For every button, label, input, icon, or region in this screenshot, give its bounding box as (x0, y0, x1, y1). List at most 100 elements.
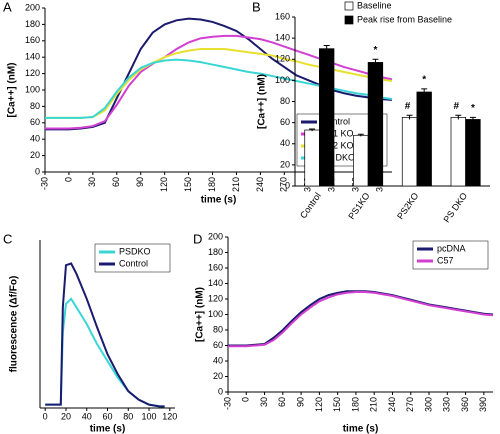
x-tick-label: 180 (207, 177, 217, 192)
legend-box (94, 243, 171, 273)
bar (319, 48, 335, 187)
y-tick-label: 0 (218, 386, 223, 396)
x-tick-label: 150 (332, 397, 342, 412)
x-tick-label: 100 (142, 411, 157, 421)
x-tick-label: 60 (277, 397, 287, 407)
y-tick-label: 80 (213, 324, 223, 334)
x-tick-label: 30 (259, 397, 269, 407)
legend-box (412, 240, 489, 270)
x-tick-label: 0 (63, 177, 73, 182)
x-tick-label: 120 (159, 177, 169, 192)
x-tick-label: 20 (61, 411, 71, 421)
bar (465, 119, 481, 187)
annotation: # (454, 101, 460, 112)
y-tick-label: 200 (208, 231, 223, 241)
legend-label: Control (119, 258, 148, 268)
bar (401, 116, 418, 187)
x-tick-label: 120 (162, 411, 177, 421)
y-axis-label: [Ca++] (nM) (195, 287, 206, 342)
y-tick-label: 20 (30, 150, 40, 160)
x-tick-label: PS2KO (395, 191, 420, 221)
y-tick-label: 160 (208, 262, 223, 272)
x-tick-label: 90 (295, 397, 305, 407)
x-tick-label: 180 (350, 397, 360, 412)
y-tick-label: 40 (280, 138, 290, 148)
x-tick-label: 270 (279, 177, 289, 192)
x-tick-label: 210 (231, 177, 241, 192)
y-tick-label: 200 (25, 2, 40, 12)
legend-label: pcDNA (437, 243, 466, 253)
legend-label: Control (321, 116, 350, 126)
error-bar (421, 88, 428, 96)
x-axis-label: time (s) (343, 424, 379, 434)
x-tick-label: 210 (369, 397, 379, 412)
bar (367, 62, 384, 187)
y-tick-label: 120 (25, 68, 40, 78)
x-tick-label: 360 (460, 397, 470, 412)
annotation: * (373, 45, 377, 56)
panel-label: C (3, 231, 12, 246)
x-tick-label: 60 (111, 177, 121, 187)
y-tick-label: 20 (280, 159, 290, 169)
legend-label: PSDKO (119, 246, 151, 256)
error-bar (455, 114, 462, 120)
y-tick-label: 60 (213, 340, 223, 350)
panel-label: D (193, 231, 202, 246)
x-tick-label: 0 (43, 411, 48, 421)
y-axis-label: [Ca++] (nM) (257, 74, 268, 129)
bar (450, 116, 466, 187)
y-tick-label: 180 (208, 247, 223, 257)
legend-label: C57 (437, 255, 454, 265)
line-series (228, 290, 494, 347)
legend-label: PS DKO (321, 152, 355, 162)
y-tick-label: 160 (25, 35, 40, 45)
y-tick-label: 140 (25, 52, 40, 62)
legend-label: PS2 KO (321, 140, 354, 150)
legend-swatch (344, 15, 354, 25)
panel-label: A (3, 0, 12, 14)
y-tick-label: 60 (30, 117, 40, 127)
error-bar (372, 58, 379, 66)
x-tick-label: 240 (255, 177, 265, 192)
legend-label: PS1 KO (321, 128, 354, 138)
y-tick-label: 40 (213, 355, 223, 365)
legend-label: Peak rise from Baseline (357, 14, 452, 24)
x-axis-label: time (s) (201, 195, 237, 206)
error-bar (406, 114, 413, 120)
y-tick-label: 100 (208, 309, 223, 319)
error-bar (309, 128, 316, 132)
y-tick-label: 80 (280, 96, 290, 106)
annotation: * (471, 103, 475, 114)
x-tick-label: PS DKO (442, 191, 470, 225)
error-bar (469, 116, 476, 122)
y-tick-label: 160 (275, 11, 290, 21)
x-tick-label: -30 (222, 397, 232, 410)
x-tick-label: 80 (123, 411, 133, 421)
y-tick-label: 60 (280, 117, 290, 127)
error-bar (357, 133, 364, 137)
x-tick-label: 330 (442, 397, 452, 412)
x-axis-label: time (s) (90, 424, 126, 434)
x-tick-label: 60 (102, 411, 112, 421)
annotation: # (405, 101, 411, 112)
y-tick-label: 140 (208, 278, 223, 288)
x-tick-label: -30 (39, 177, 49, 190)
bar (416, 91, 432, 187)
y-tick-label: 0 (35, 166, 40, 176)
y-tick-label: 100 (275, 75, 290, 85)
line-series (45, 262, 165, 408)
y-tick-label: 140 (275, 33, 290, 43)
x-tick-label: 90 (135, 177, 145, 187)
bar (304, 129, 320, 187)
legend-swatch (344, 1, 354, 11)
y-tick-label: 0 (285, 180, 290, 190)
y-tick-label: 120 (208, 293, 223, 303)
line-series (45, 58, 393, 119)
y-axis-label: [Ca++] (nM) (7, 63, 18, 118)
line-series (45, 48, 393, 119)
legend-label: Baseline (357, 0, 392, 10)
x-tick-label: 40 (82, 411, 92, 421)
y-tick-label: 40 (30, 134, 40, 144)
x-tick-label: 270 (405, 397, 415, 412)
